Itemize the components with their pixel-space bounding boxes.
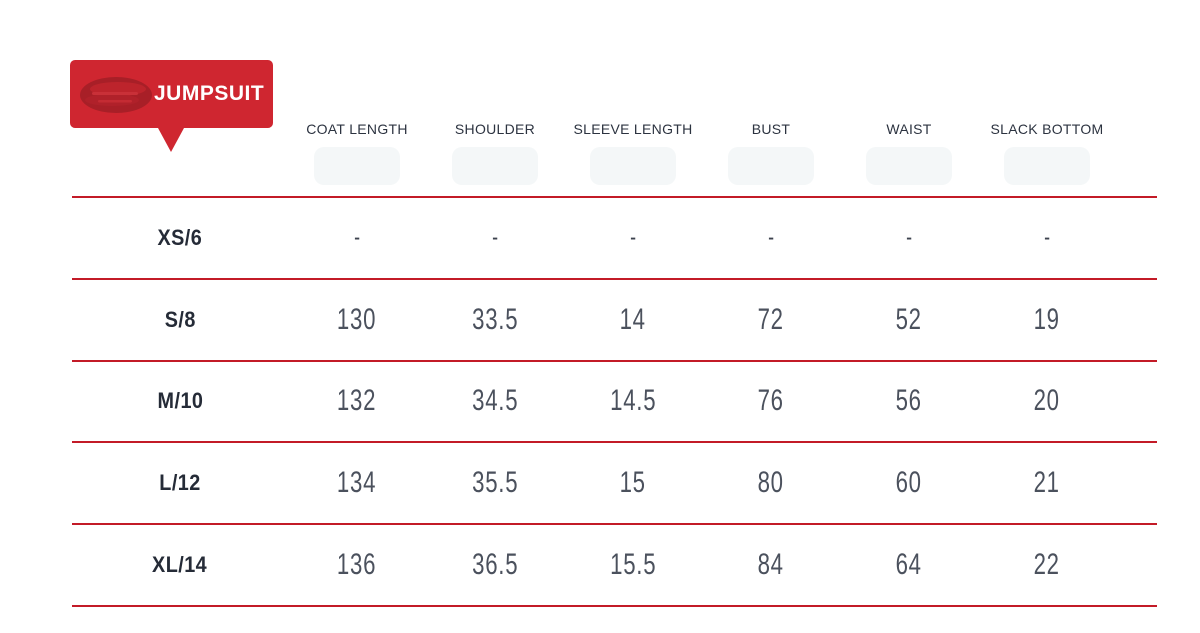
badge-title: JUMPSUIT	[154, 82, 265, 105]
measurement-value-cell: 21	[1033, 466, 1061, 500]
measurement-value-cell: 134	[337, 466, 377, 500]
measurement-value-cell: -	[629, 223, 637, 251]
erased-subtext-blob	[1004, 147, 1090, 185]
table-row-s-8: S/8 130 33.5 14 72 52 19	[72, 280, 1157, 362]
size-chart-table: COAT LENGTH SHOULDER SLEEVE LENGTH BUST WAIS…	[72, 0, 1157, 607]
measurement-value-cell: 20	[1033, 384, 1061, 418]
column-header-label: SHOULDER	[454, 121, 536, 137]
measurement-value-cell: 64	[895, 548, 923, 582]
measurement-value-cell: 22	[1033, 548, 1061, 582]
measurement-value-cell: -	[1043, 223, 1051, 251]
table-body: XS/6 - - - - - - S/8 130 33.5 14 72 52 19 M/10 132 34.5 1…	[72, 198, 1157, 607]
measurement-value-cell: 136	[337, 548, 377, 582]
measurement-value-cell: 35.5	[471, 466, 519, 500]
measurement-value-cell: 76	[757, 384, 785, 418]
measurement-value-cell: 80	[757, 466, 785, 500]
erased-subtext-blob	[728, 147, 814, 185]
column-header-coat-length: COAT LENGTH	[288, 0, 426, 196]
size-label-cell: XS/6	[157, 224, 203, 250]
measurement-value-cell: 72	[757, 302, 785, 336]
badge-pointer-triangle	[158, 128, 184, 152]
measurement-value-cell: 14.5	[609, 384, 657, 418]
erased-subtext-blob	[866, 147, 952, 185]
erased-subtext-blob	[314, 147, 400, 185]
measurement-value-cell: 14	[619, 302, 647, 336]
size-label-cell: M/10	[157, 388, 203, 414]
measurement-value-cell: 132	[337, 384, 377, 418]
column-header-waist: WAIST	[840, 0, 978, 196]
column-header-label: WAIST	[886, 121, 932, 137]
size-label-cell: L/12	[159, 470, 201, 496]
measurement-value-cell: 15.5	[609, 548, 657, 582]
measurement-value-cell: 34.5	[471, 384, 519, 418]
jumpsuit-badge: JUMPSUIT	[70, 60, 273, 152]
column-header-label: SLEEVE LENGTH	[573, 121, 693, 137]
table-row-m-10: M/10 132 34.5 14.5 76 56 20	[72, 362, 1157, 444]
column-header-slack-bottom: SLACK BOTTOM	[978, 0, 1116, 196]
measurement-value-cell: -	[905, 223, 913, 251]
table-row-l-12: L/12 134 35.5 15 80 60 21	[72, 443, 1157, 526]
table-row-xs-6: XS/6 - - - - - -	[72, 198, 1157, 280]
column-header-label: SLACK BOTTOM	[990, 121, 1104, 137]
measurement-value-cell: 130	[337, 302, 377, 336]
measurement-value-cell: 36.5	[471, 548, 519, 582]
measurement-value-cell: 52	[895, 302, 923, 336]
measurement-value-cell: 84	[757, 548, 785, 582]
scribbled-out-logo-icon	[80, 77, 152, 113]
column-header-bust: BUST	[702, 0, 840, 196]
column-header-sleeve-length: SLEEVE LENGTH	[564, 0, 702, 196]
table-header-row: COAT LENGTH SHOULDER SLEEVE LENGTH BUST WAIS…	[72, 0, 1157, 198]
size-column-spacer	[72, 0, 288, 196]
column-header-shoulder: SHOULDER	[426, 0, 564, 196]
table-row-xl-14: XL/14 136 36.5 15.5 84 64 22	[72, 525, 1157, 607]
column-header-label: BUST	[751, 121, 791, 137]
erased-subtext-blob	[590, 147, 676, 185]
measurement-value-cell: -	[491, 223, 499, 251]
measurement-value-cell: 56	[895, 384, 923, 418]
measurement-value-cell: 19	[1033, 302, 1061, 336]
size-label-cell: XL/14	[152, 552, 208, 578]
measurement-value-cell: 60	[895, 466, 923, 500]
measurement-value-cell: -	[353, 223, 361, 251]
erased-subtext-blob	[452, 147, 538, 185]
column-header-label: COAT LENGTH	[306, 121, 408, 137]
measurement-value-cell: -	[767, 223, 775, 251]
size-label-cell: S/8	[164, 306, 196, 332]
measurement-value-cell: 33.5	[471, 302, 519, 336]
measurement-value-cell: 15	[619, 466, 647, 500]
